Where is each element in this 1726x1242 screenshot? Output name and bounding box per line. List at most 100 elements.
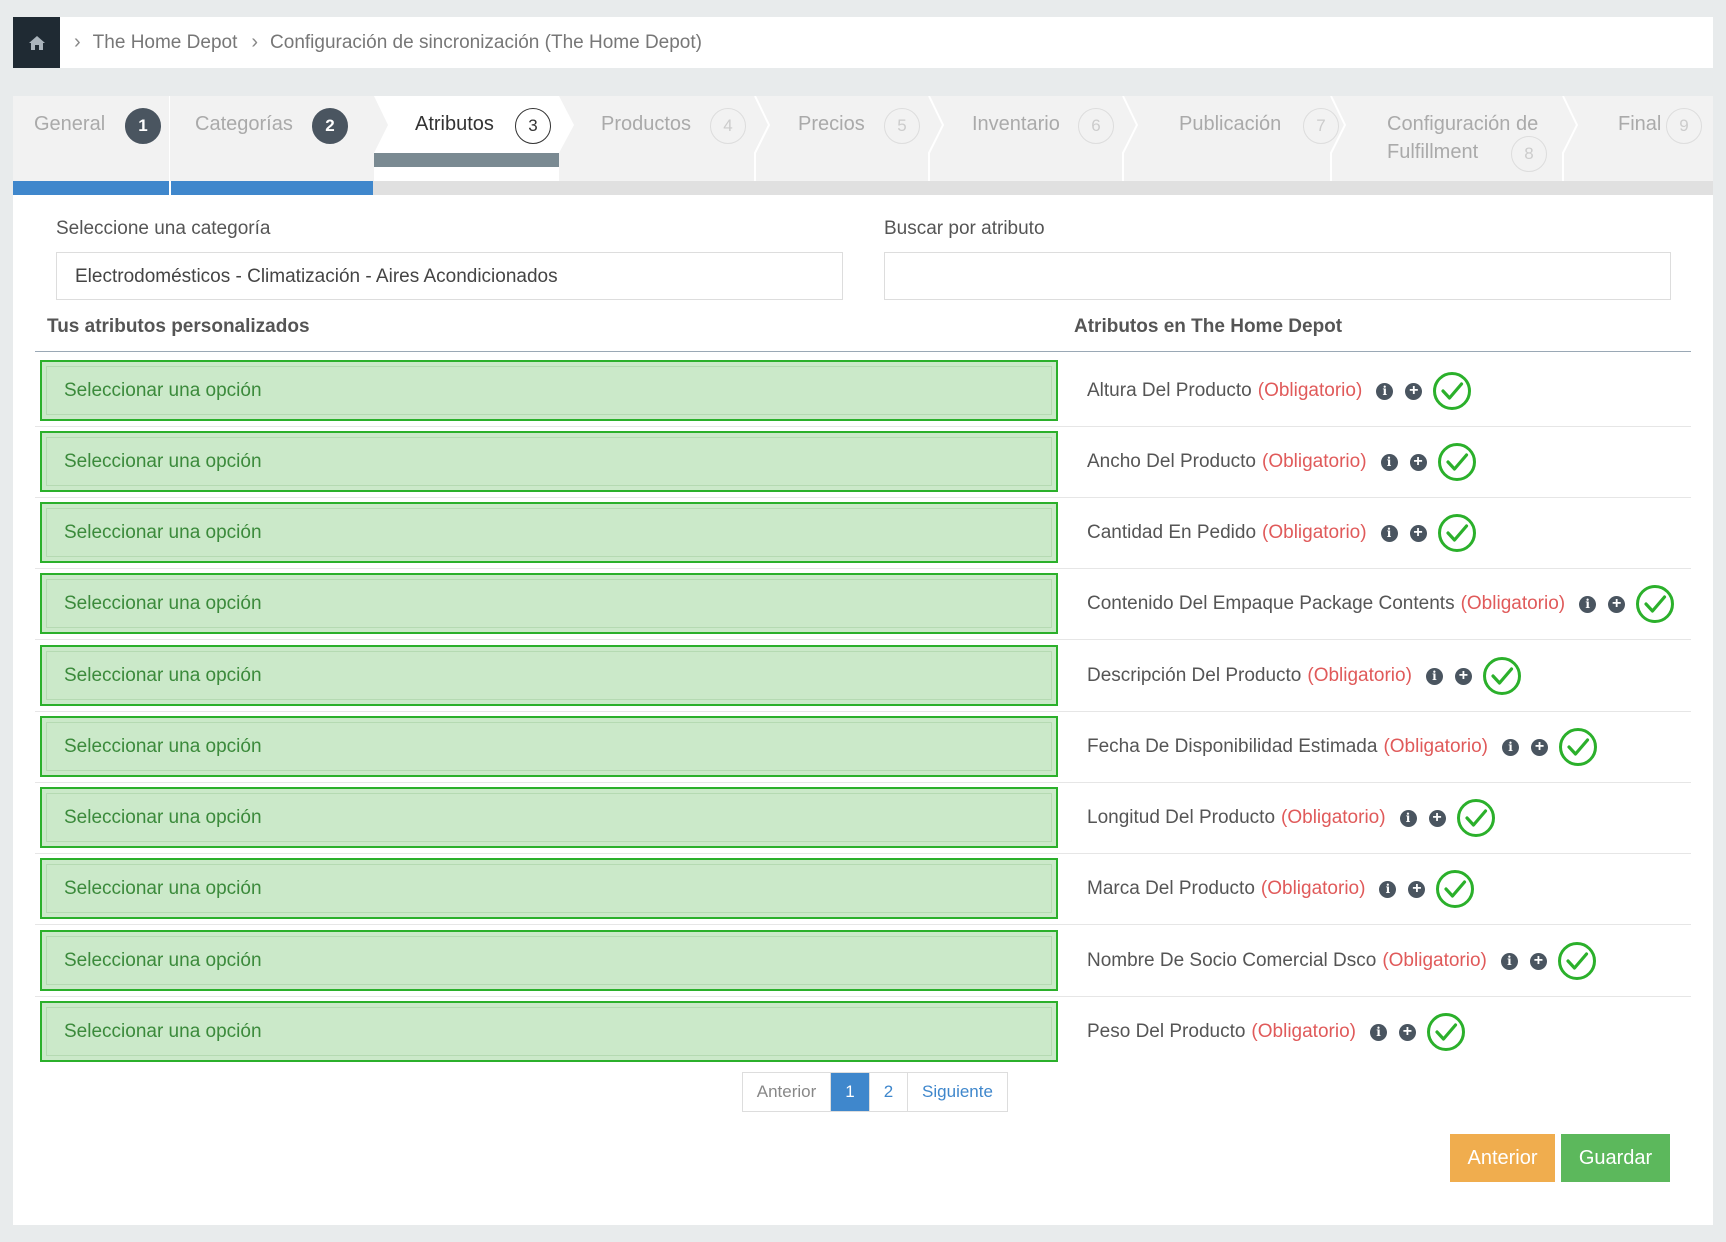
step-general[interactable]: General 1 [13,96,169,181]
attribute-name: Descripción Del Producto [1087,665,1302,686]
check-circle-icon [1558,728,1597,766]
check-circle-icon [1482,657,1521,695]
plus-circle-icon[interactable]: + [1428,809,1446,827]
pagination-next[interactable]: Siguiente [922,1082,993,1101]
pagination-page-2[interactable]: 2 [870,1073,908,1111]
breadcrumb-item-store[interactable]: The Home Depot [92,31,238,53]
breadcrumb-item-sync-config[interactable]: Configuración de sincronización (The Hom… [270,31,702,53]
step-atributos[interactable]: Atributos 3 [374,96,559,181]
custom-attribute-select[interactable]: Seleccionar una opción [40,360,1058,421]
pagination-page-1[interactable]: 1 [831,1073,870,1111]
home-icon [28,35,45,50]
store-attribute: Longitud Del Producto (Obligatorio) i + [1087,797,1496,839]
select-inner-border [46,793,1052,842]
select-inner-border [46,366,1052,415]
wizard-steps: General 1 Categorías 2 Atributos 3 Produ… [13,96,1713,181]
chevron-right-icon: › [74,31,81,53]
info-icon[interactable]: i [1579,595,1597,613]
search-label: Buscar por atributo [884,218,1045,239]
info-icon[interactable]: i [1425,667,1443,685]
step-productos[interactable]: Productos 4 [574,96,769,181]
store-attribute: Fecha De Disponibilidad Estimada (Obligat… [1087,726,1598,768]
step-label-line2: Fulfillment [1387,141,1479,163]
attribute-row: Seleccionar una opción Nombre De Socio Co… [35,926,1691,997]
search-attribute-input[interactable] [884,252,1671,300]
store-attribute: Peso Del Producto (Obligatorio) i + [1087,1011,1466,1053]
attribute-name: Ancho Del Producto [1087,451,1256,472]
info-icon[interactable]: i [1379,880,1397,898]
info-icon[interactable]: i [1376,382,1394,400]
select-inner-border [46,864,1052,913]
attribute-name: Nombre De Socio Comercial Dsco [1087,950,1377,971]
breadcrumb: › The Home Depot › Configuración de sinc… [13,17,1713,68]
custom-attribute-select[interactable]: Seleccionar una opción [40,502,1058,563]
previous-button[interactable]: Anterior [1450,1134,1555,1182]
store-attribute: Ancho Del Producto (Obligatorio) i + [1087,441,1477,483]
info-icon[interactable]: i [1380,453,1398,471]
current-step-indicator [374,153,559,167]
attribute-name: Longitud Del Producto [1087,807,1276,828]
store-attribute: Nombre De Socio Comercial Dsco (Obligator… [1087,940,1597,982]
step-divider-chevron [1562,96,1579,181]
required-label: (Obligatorio) [1251,1021,1356,1042]
select-inner-border [46,651,1052,700]
custom-attribute-select[interactable]: Seleccionar una opción [40,858,1058,919]
select-inner-border [46,579,1052,628]
required-label: (Obligatorio) [1460,593,1566,614]
step-label: Categorías [195,113,293,135]
plus-circle-icon[interactable]: + [1405,382,1423,400]
row-divider [35,711,1691,712]
step-publicacion[interactable]: Publicación 7 [1136,96,1344,181]
check-circle-icon [1433,372,1472,410]
store-attribute: Contenido Del Empaque Package Contents (O… [1087,583,1675,625]
custom-attribute-select[interactable]: Seleccionar una opción [40,716,1058,777]
info-icon[interactable]: i [1500,952,1518,970]
select-placeholder: Seleccionar una opción [64,379,262,401]
step-inventario[interactable]: Inventario 6 [942,96,1136,181]
required-label: (Obligatorio) [1262,522,1367,543]
step-fulfillment[interactable]: Configuración de Fulfillment 8 [1344,96,1575,181]
attribute-name: Peso Del Producto [1087,1021,1246,1042]
step-categorias[interactable]: Categorías 2 [170,96,374,181]
attribute-name: Fecha De Disponibilidad Estimada [1087,736,1378,757]
select-placeholder: Seleccionar una opción [64,735,262,757]
category-select[interactable]: Electrodomésticos - Climatización - Aire… [56,252,843,300]
custom-attribute-select[interactable]: Seleccionar una opción [40,1001,1058,1062]
save-button[interactable]: Guardar [1561,1134,1670,1182]
step-final[interactable]: Final 9 [1575,96,1713,181]
check-circle-icon [1436,870,1475,908]
plus-circle-icon[interactable]: + [1398,1023,1416,1041]
info-icon[interactable]: i [1380,524,1398,542]
check-circle-icon [1636,585,1675,623]
plus-circle-icon[interactable]: + [1530,738,1548,756]
home-button[interactable] [13,17,60,68]
custom-attribute-select[interactable]: Seleccionar una opción [40,930,1058,991]
required-label: (Obligatorio) [1281,807,1386,828]
info-icon[interactable]: i [1501,738,1519,756]
attribute-row: Seleccionar una opción Descripción Del Pr… [35,641,1691,712]
custom-attributes-header: Tus atributos personalizados [47,316,310,337]
pagination-prev[interactable]: Anterior [743,1073,831,1111]
plus-circle-icon[interactable]: + [1409,524,1427,542]
select-placeholder: Seleccionar una opción [64,664,262,686]
step-label: Publicación [1179,113,1282,135]
step-precios[interactable]: Precios 5 [769,96,942,181]
custom-attribute-select[interactable]: Seleccionar una opción [40,431,1058,492]
plus-circle-icon[interactable]: + [1454,667,1472,685]
attribute-row: Seleccionar una opción Marca Del Producto… [35,854,1691,925]
plus-circle-icon[interactable]: + [1408,880,1426,898]
check-circle-icon [1557,942,1596,980]
custom-attribute-select[interactable]: Seleccionar una opción [40,573,1058,634]
plus-circle-icon[interactable]: + [1409,453,1427,471]
plus-circle-icon[interactable]: + [1529,952,1547,970]
required-label: (Obligatorio) [1260,878,1366,899]
custom-attribute-select[interactable]: Seleccionar una opción [40,645,1058,706]
step-number-badge: 9 [1666,108,1702,144]
info-icon[interactable]: i [1399,809,1417,827]
custom-attribute-select[interactable]: Seleccionar una opción [40,787,1058,848]
step-number-badge: 6 [1078,108,1114,144]
info-icon[interactable]: i [1369,1023,1387,1041]
select-placeholder: Seleccionar una opción [64,806,262,828]
plus-circle-icon[interactable]: + [1608,595,1626,613]
attribute-row: Seleccionar una opción Longitud Del Produ… [35,783,1691,854]
